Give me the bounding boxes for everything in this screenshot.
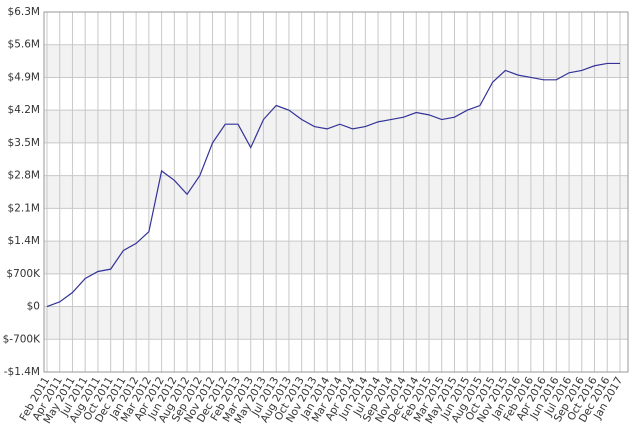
y-tick-label: $0 xyxy=(27,301,40,313)
y-tick-label: $5.6M xyxy=(8,39,40,51)
series-line xyxy=(46,62,620,308)
grid-band xyxy=(44,306,628,340)
grid-band xyxy=(44,175,628,209)
y-tick-label: $2.1M xyxy=(8,202,40,214)
y-tick-label: $6.3M xyxy=(8,6,40,18)
y-tick-label: $1.4M xyxy=(8,235,40,247)
y-tick-label: $700K xyxy=(6,268,41,280)
y-tick-label: $3.5M xyxy=(8,137,40,149)
grid-band xyxy=(44,110,628,143)
y-tick-label: -$1.4M xyxy=(4,366,40,378)
y-tick-label: $4.2M xyxy=(8,104,40,116)
y-tick-label: $-700K xyxy=(3,333,42,345)
y-tick-label: $2.8M xyxy=(8,170,40,182)
plot-border xyxy=(43,11,629,373)
y-tick-label: $4.9M xyxy=(8,71,40,83)
grid-band xyxy=(44,44,628,78)
